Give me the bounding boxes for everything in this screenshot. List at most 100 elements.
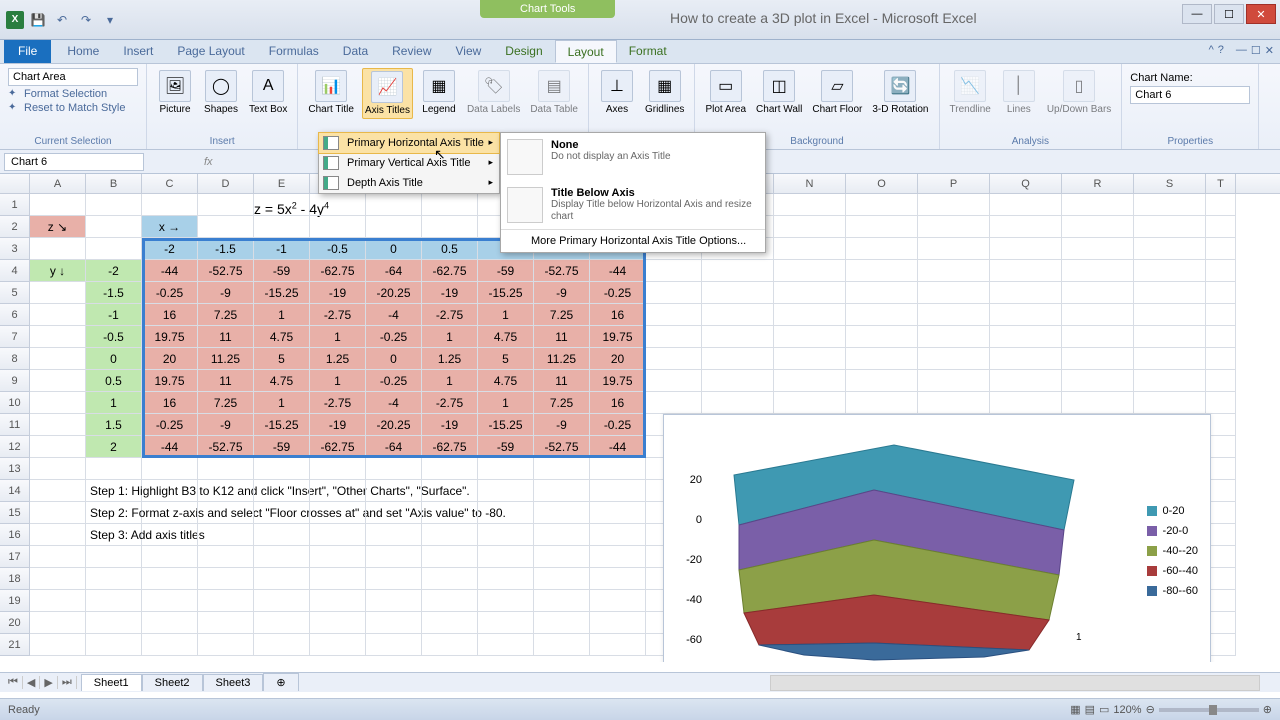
cell[interactable] [590,524,646,546]
cell[interactable] [990,304,1062,326]
cell[interactable] [534,568,590,590]
cell[interactable]: -19 [310,282,366,304]
cell[interactable] [30,348,86,370]
cell[interactable] [590,590,646,612]
cell[interactable]: 11.25 [534,348,590,370]
cell[interactable] [1134,216,1206,238]
cell[interactable] [310,480,366,502]
cell[interactable] [310,194,366,216]
cell[interactable] [918,282,990,304]
row-header[interactable]: 14 [0,480,30,502]
cell[interactable]: 20 [142,348,198,370]
zoom-level[interactable]: 120% [1113,704,1141,716]
cell[interactable] [142,458,198,480]
cell[interactable] [310,590,366,612]
cell[interactable] [254,480,310,502]
sheet-nav-buttons[interactable]: ⏮◀▶⏭ [0,676,81,689]
cell[interactable] [366,458,422,480]
cell[interactable] [1206,216,1236,238]
cell[interactable]: 1 [478,392,534,414]
cell[interactable] [1062,260,1134,282]
column-header[interactable]: D [198,174,254,193]
cell[interactable] [990,216,1062,238]
cell[interactable]: -59 [478,436,534,458]
cell[interactable] [918,238,990,260]
cell[interactable] [86,546,142,568]
row-header[interactable]: 8 [0,348,30,370]
row-header[interactable]: 4 [0,260,30,282]
cell[interactable] [1134,238,1206,260]
sheet3-tab[interactable]: Sheet3 [203,674,264,691]
zoom-in-button[interactable]: ⊕ [1263,703,1272,716]
workbook-close-icon[interactable]: ✕ [1265,44,1274,57]
cell[interactable] [990,392,1062,414]
cell[interactable]: -20.25 [366,414,422,436]
cell[interactable] [1206,370,1236,392]
cell[interactable] [142,568,198,590]
cell[interactable] [422,590,478,612]
cell[interactable] [30,414,86,436]
cell[interactable] [1062,194,1134,216]
column-header[interactable]: P [918,174,990,193]
cell[interactable] [198,546,254,568]
embedded-chart[interactable]: 20 0 -20 -40 -60 -80 -2-1.5-1 -0.500.5 1… [663,414,1211,662]
ribbon-minimize-icon[interactable]: ^ [1209,44,1214,57]
cell[interactable] [774,348,846,370]
cell[interactable]: 0 [366,348,422,370]
cell[interactable] [774,304,846,326]
cell[interactable] [846,392,918,414]
cell[interactable]: -64 [366,260,422,282]
design-tab[interactable]: Design [493,40,554,63]
fx-icon[interactable]: fx [204,156,213,168]
cell[interactable]: -4 [366,392,422,414]
cell[interactable]: -62.75 [310,436,366,458]
cell[interactable]: -0.5 [310,238,366,260]
cell[interactable] [254,612,310,634]
primary-horizontal-axis-title-item[interactable]: Primary Horizontal Axis Title [318,132,500,154]
cell[interactable] [254,458,310,480]
cell[interactable] [142,612,198,634]
column-header[interactable]: E [254,174,310,193]
cell[interactable]: 1 [86,392,142,414]
cell[interactable]: -0.25 [590,282,646,304]
cell[interactable] [254,216,310,238]
cell[interactable] [1206,238,1236,260]
cell[interactable]: -19 [422,414,478,436]
cell[interactable] [86,634,142,656]
cell[interactable] [478,502,534,524]
cell[interactable] [30,238,86,260]
cell[interactable] [646,282,702,304]
column-header[interactable]: Q [990,174,1062,193]
cell[interactable] [1134,392,1206,414]
cell[interactable]: -52.75 [198,436,254,458]
cell[interactable] [990,194,1062,216]
cell[interactable]: 19.75 [142,370,198,392]
cell[interactable] [1062,348,1134,370]
file-tab[interactable]: File [4,40,51,63]
cell[interactable] [142,634,198,656]
cell[interactable] [422,458,478,480]
cell[interactable] [534,546,590,568]
cell[interactable] [846,216,918,238]
row-header[interactable]: 20 [0,612,30,634]
cell[interactable]: -62.75 [422,260,478,282]
cell[interactable] [534,524,590,546]
help-icon[interactable]: ? [1218,44,1224,57]
cell[interactable] [478,458,534,480]
cell[interactable]: -1.5 [86,282,142,304]
review-tab[interactable]: Review [380,40,443,63]
cell[interactable] [254,590,310,612]
cell[interactable] [774,282,846,304]
cell[interactable] [254,502,310,524]
formulas-tab[interactable]: Formulas [257,40,331,63]
format-selection-button[interactable]: Format Selection [8,88,138,100]
cell[interactable] [254,568,310,590]
cell[interactable] [422,546,478,568]
cell[interactable] [478,612,534,634]
cell[interactable] [142,480,198,502]
cell[interactable]: -15.25 [478,282,534,304]
cell[interactable]: -19 [310,414,366,436]
cell[interactable]: -15.25 [254,282,310,304]
cell[interactable] [590,458,646,480]
cell[interactable] [86,216,142,238]
